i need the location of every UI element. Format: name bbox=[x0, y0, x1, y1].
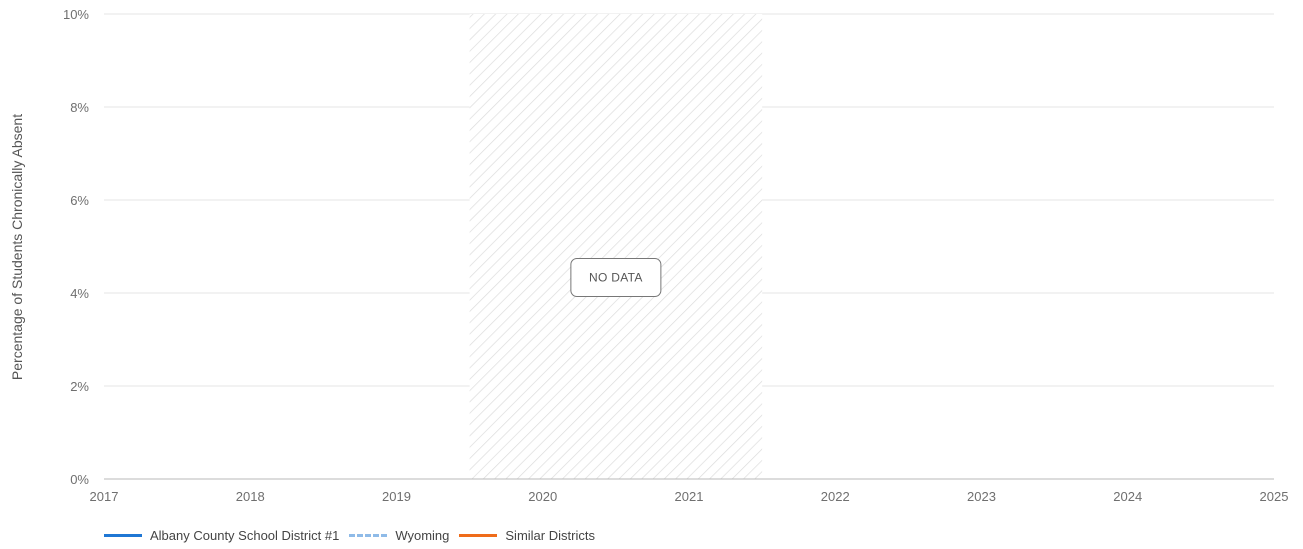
legend-label: Similar Districts bbox=[505, 528, 595, 543]
legend-swatch bbox=[459, 534, 498, 537]
y-tick-label: 4% bbox=[70, 286, 89, 301]
legend-item[interactable]: Wyoming bbox=[349, 528, 449, 543]
legend-item[interactable]: Similar Districts bbox=[459, 528, 595, 543]
x-tick-label: 2023 bbox=[967, 489, 996, 504]
legend-item[interactable]: Albany County School District #1 bbox=[104, 528, 339, 543]
no-data-badge bbox=[570, 258, 662, 297]
x-tick-label: 2025 bbox=[1260, 489, 1289, 504]
legend-swatch bbox=[349, 534, 388, 537]
y-tick-label: 8% bbox=[70, 100, 89, 115]
axes: 0% 2% 4% 6% 8% 10% 2017 2018 2019 2020 2021 2022 202… bbox=[63, 7, 1288, 504]
x-tick-label: 2024 bbox=[1113, 489, 1142, 504]
x-tick-label: 2019 bbox=[382, 489, 411, 504]
legend-label: Wyoming bbox=[395, 528, 450, 543]
no-data-hatch bbox=[469, 14, 763, 479]
x-tick-label: 2021 bbox=[675, 489, 704, 504]
legend-label: Albany County School District #1 bbox=[150, 528, 340, 543]
y-tick-label: 6% bbox=[70, 193, 89, 208]
x-tick-label: 2020 bbox=[528, 489, 557, 504]
y-axis-label: Percentage of Students Chronically Absen… bbox=[9, 114, 25, 380]
legend: Albany County School District #1 Wyoming S… bbox=[104, 528, 605, 543]
x-tick-label: 2022 bbox=[821, 489, 850, 504]
x-tick-label: 2017 bbox=[90, 489, 119, 504]
no-data-region: NO DATA bbox=[469, 14, 763, 479]
no-data-label: NO DATA bbox=[589, 271, 643, 285]
y-tick-label: 0% bbox=[70, 472, 89, 487]
legend-swatch bbox=[104, 534, 142, 537]
y-tick-label: 10% bbox=[63, 7, 89, 22]
x-tick-label: 2018 bbox=[236, 489, 265, 504]
y-tick-label: 2% bbox=[70, 379, 89, 394]
